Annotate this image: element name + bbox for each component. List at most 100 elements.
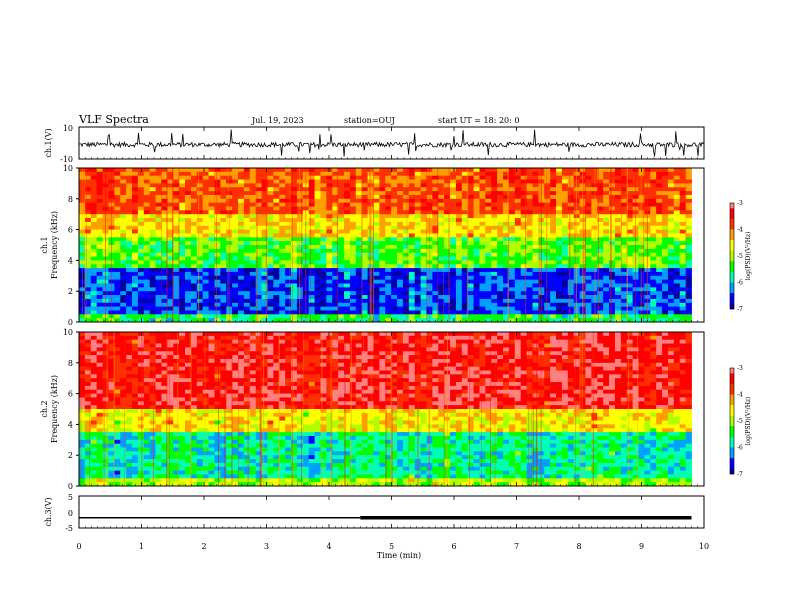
spectrogram-cell xyxy=(120,256,127,261)
spectrogram-cell xyxy=(208,225,215,230)
spectrogram-cell xyxy=(626,260,634,265)
spectrogram-cell xyxy=(497,183,504,188)
spectrogram-cell xyxy=(137,194,145,200)
spectrogram-cell xyxy=(126,302,133,307)
spectrogram-cell xyxy=(285,229,292,234)
spectrogram-cell xyxy=(438,314,445,319)
spectrogram-cell xyxy=(550,241,557,246)
spectrogram-cell xyxy=(426,245,433,250)
spectrogram-cell xyxy=(226,268,233,273)
spectrogram-cell xyxy=(620,339,628,344)
spectrogram-cell xyxy=(120,291,127,296)
spectrogram-cell xyxy=(132,252,139,257)
spectrogram-cell xyxy=(232,168,239,173)
spectrogram-cell xyxy=(650,347,657,352)
spectrogram-cell xyxy=(526,268,533,273)
spectrogram-cell xyxy=(650,187,657,192)
spectrogram-cell xyxy=(432,225,439,230)
spectrogram-cell xyxy=(314,351,321,356)
spectrogram-cell xyxy=(220,256,227,261)
spectrogram-cell xyxy=(90,168,98,173)
spectrogram-cell xyxy=(450,351,457,356)
spectrogram-cell xyxy=(261,233,268,238)
spectrogram-cell xyxy=(79,332,86,337)
spectrogram-cell xyxy=(332,351,339,356)
spectrogram-cell xyxy=(338,335,345,341)
spectrogram-cell xyxy=(132,210,139,215)
spectrogram-cell xyxy=(190,252,198,257)
spectrogram-cell xyxy=(214,335,221,341)
spectrogram-cell xyxy=(332,271,339,277)
spectrogram-cell xyxy=(173,287,180,292)
spectrogram-cell xyxy=(132,283,139,288)
spectrogram-cell xyxy=(320,210,327,215)
spectrogram-cell xyxy=(461,210,469,215)
spectrogram-cell xyxy=(238,168,245,173)
spectrogram-cell xyxy=(243,241,251,246)
spectrogram-cell xyxy=(120,335,127,341)
spectrogram-cell xyxy=(373,347,380,352)
spectrogram-cell xyxy=(173,295,180,300)
spectrogram-cell xyxy=(314,256,321,261)
spectrogram-cell xyxy=(402,187,410,192)
spectrogram-cell xyxy=(520,318,527,323)
spectrogram-cell xyxy=(255,264,262,269)
spectrogram-cell xyxy=(614,210,622,215)
spectrogram-cell xyxy=(291,306,298,311)
spectrogram-cell xyxy=(550,183,557,188)
spectrogram-cell xyxy=(662,241,669,246)
spectrogram-cell xyxy=(120,343,127,348)
spectrogram-cell xyxy=(361,310,368,315)
spectrogram-cell xyxy=(685,198,692,204)
spectrogram-cell xyxy=(226,245,233,250)
spectrogram-cell xyxy=(497,318,504,323)
spectrogram-cell xyxy=(609,306,616,311)
spectrogram-cell xyxy=(137,279,145,284)
spectrogram-cell xyxy=(202,198,209,204)
spectrogram-cell xyxy=(526,241,533,246)
spectrogram-cell xyxy=(338,175,345,180)
spectrogram-cell xyxy=(185,298,192,304)
spectrogram-cell xyxy=(249,168,257,173)
spectrogram-cell xyxy=(291,194,298,200)
spectrogram-cell xyxy=(226,355,233,360)
spectrogram-cell xyxy=(467,271,474,277)
spectrogram-cell xyxy=(232,351,239,356)
spectrogram-cell xyxy=(355,271,363,277)
spectrogram-cell xyxy=(255,260,262,265)
spectrogram-cell xyxy=(96,210,103,215)
spectrogram-cell xyxy=(332,218,339,223)
spectrogram-cell xyxy=(326,318,333,323)
spectrogram-cell xyxy=(467,233,474,238)
spectrogram-cell xyxy=(438,171,445,177)
spectrogram-cell xyxy=(114,264,121,269)
spectrogram-cell xyxy=(597,221,604,227)
spectrogram-cell xyxy=(132,310,139,315)
spectrogram-cell xyxy=(620,256,628,261)
spectrogram-cell xyxy=(249,206,257,211)
spectrogram-cell xyxy=(638,271,645,277)
spectrogram-cell xyxy=(379,210,386,215)
colorbar-segment xyxy=(730,298,734,301)
spectrogram-cell xyxy=(450,306,457,311)
spectrogram-cell xyxy=(638,287,645,292)
spectrogram-cell xyxy=(344,339,351,344)
spectrogram-cell xyxy=(650,343,657,348)
spectrogram-cell xyxy=(279,256,286,261)
spectrogram-cell xyxy=(667,252,675,257)
spectrogram-cell xyxy=(467,264,474,269)
spectrogram-cell xyxy=(232,339,239,344)
spectrogram-cell xyxy=(391,171,398,177)
spectrogram-cell xyxy=(238,233,245,238)
spectrogram-cell xyxy=(296,179,304,184)
spectrogram-cell xyxy=(461,343,469,348)
spectrogram-cell xyxy=(349,206,357,211)
spectrogram-cell xyxy=(673,287,681,292)
spectrogram-cell xyxy=(132,171,139,177)
spectrogram-cell xyxy=(679,314,687,319)
spectrogram-cell xyxy=(485,248,492,254)
spectrogram-cell xyxy=(114,233,121,238)
spectrogram-cell xyxy=(479,275,486,281)
spectrogram-cell xyxy=(332,221,339,227)
spectrogram-cell xyxy=(567,335,575,341)
